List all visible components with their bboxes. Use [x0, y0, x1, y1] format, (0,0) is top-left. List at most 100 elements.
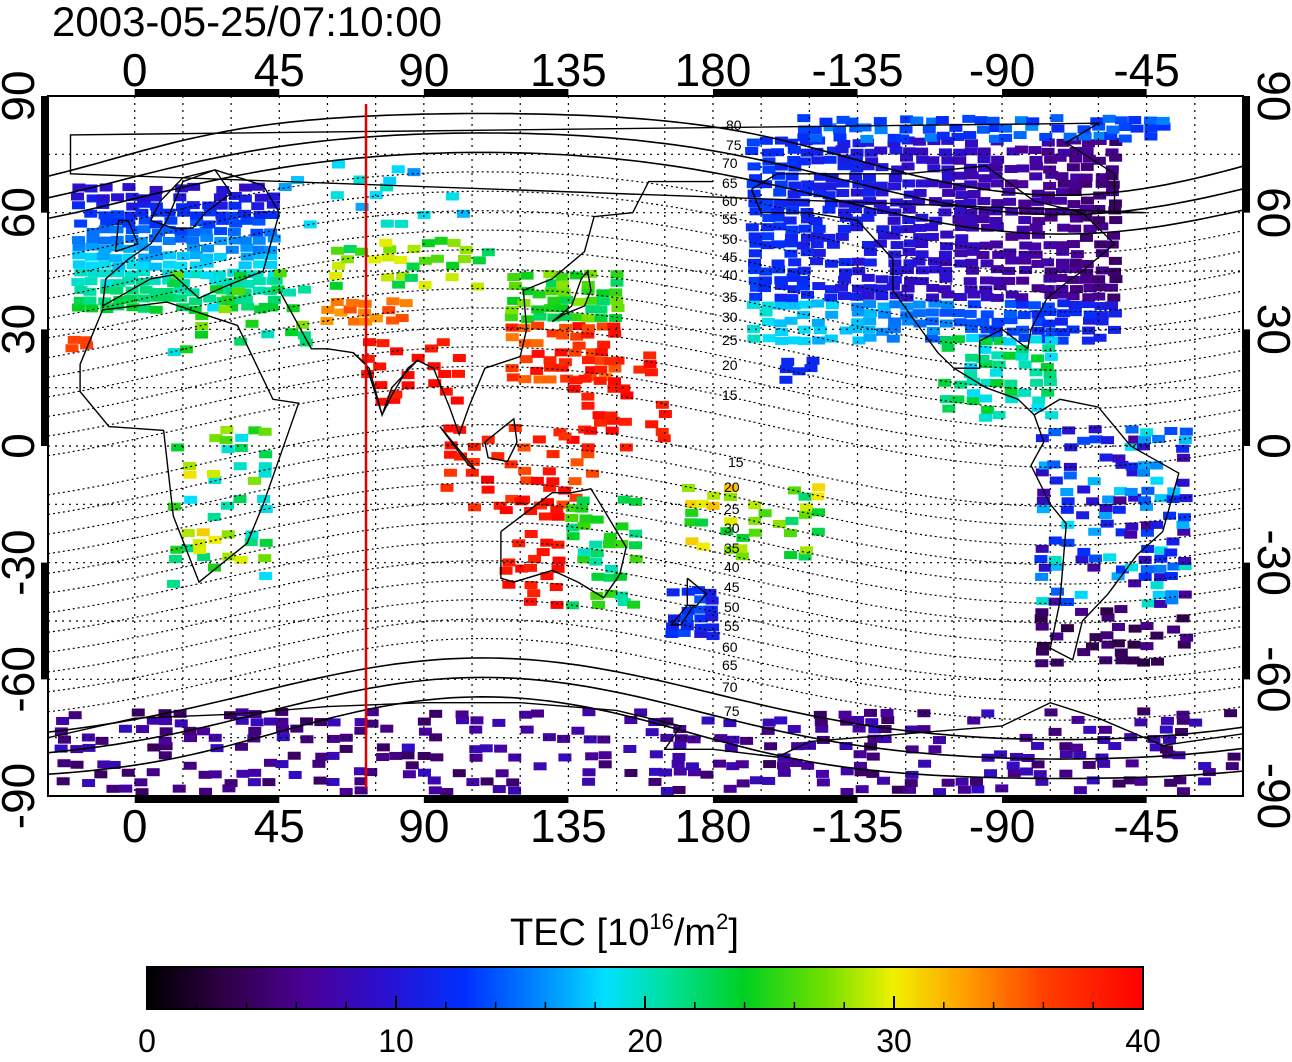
- tec-cell: [903, 259, 917, 268]
- tec-cell: [1081, 300, 1095, 309]
- tec-cell: [1002, 276, 1016, 285]
- tec-cell: [1160, 745, 1174, 754]
- tec-cell: [1176, 453, 1190, 462]
- tec-cell: [966, 334, 980, 343]
- tec-cell: [572, 341, 586, 350]
- tec-cell: [81, 733, 95, 742]
- tec-cell: [275, 725, 289, 734]
- tec-cell: [1030, 378, 1044, 387]
- tec-cell: [1103, 553, 1117, 562]
- tec-cell: [508, 786, 522, 795]
- tec-cell: [1079, 275, 1093, 284]
- tec-cell: [1088, 527, 1102, 536]
- tec-cell: [203, 294, 217, 303]
- tec-cell: [1015, 345, 1029, 354]
- tec-cell: [125, 192, 139, 201]
- tec-cell: [1101, 436, 1115, 445]
- tec-cell: [1154, 599, 1168, 608]
- tec-cell: [455, 716, 469, 725]
- tec-cell: [241, 302, 255, 311]
- tec-cell: [276, 733, 290, 742]
- tec-cell: [649, 750, 663, 759]
- tec-cell: [989, 240, 1003, 249]
- tec-cell: [1178, 436, 1192, 445]
- tec-cell: [1043, 165, 1057, 174]
- tec-cell: [567, 384, 581, 393]
- tec-cell: [917, 725, 931, 734]
- tec-cell: [430, 254, 444, 263]
- tec-cell: [207, 303, 221, 312]
- tec-cell: [1101, 640, 1115, 649]
- contour-label: 70: [722, 679, 738, 695]
- tec-cell: [555, 363, 569, 372]
- tec-cell: [915, 266, 929, 275]
- tec-cell: [159, 742, 173, 751]
- tec-cell: [979, 337, 993, 346]
- tec-cell: [994, 750, 1008, 759]
- tec-cell: [253, 251, 267, 260]
- tec-cell: [941, 172, 955, 181]
- tec-cell: [170, 545, 184, 554]
- tec-cell: [822, 233, 836, 242]
- tec-cell: [368, 255, 382, 264]
- tec-cell: [225, 245, 239, 254]
- tec-cell: [1038, 563, 1052, 572]
- tec-cell: [364, 768, 378, 777]
- magnetic-latitude-contours: [48, 112, 1243, 780]
- tec-cell: [840, 767, 854, 776]
- contour-label: 30: [724, 520, 740, 536]
- tec-cell: [1016, 300, 1030, 309]
- tec-cell: [504, 313, 518, 322]
- tec-cell: [241, 279, 255, 288]
- tec-cell: [815, 769, 829, 778]
- tec-cell: [1109, 153, 1123, 162]
- tec-cell: [797, 125, 811, 134]
- tec-cell: [175, 184, 189, 193]
- tec-cell: [1031, 206, 1045, 215]
- tec-cell: [1045, 170, 1059, 179]
- tec-cell: [86, 235, 100, 244]
- tec-cell: [1055, 290, 1069, 299]
- tec-cell: [964, 319, 978, 328]
- tec-cell: [837, 291, 851, 300]
- tec-cell: [1176, 614, 1190, 623]
- tec-cell: [135, 242, 149, 251]
- tec-cell: [850, 188, 864, 197]
- tec-cell: [585, 366, 599, 375]
- tec-cell: [809, 216, 823, 225]
- tec-cell: [1003, 248, 1017, 257]
- tec-cell: [787, 155, 801, 164]
- tec-cell: [677, 628, 691, 637]
- y-tick-label-right: -60: [1248, 646, 1292, 712]
- tec-cell: [1165, 590, 1179, 599]
- tec-cell: [836, 189, 850, 198]
- tec-cell: [183, 734, 197, 743]
- tec-cell: [660, 717, 674, 726]
- tec-cell: [164, 216, 178, 225]
- tec-cell: [177, 208, 191, 217]
- tec-cell: [777, 768, 791, 777]
- tec-cell: [1176, 710, 1190, 719]
- tec-cell: [546, 329, 560, 338]
- tec-cell: [1045, 411, 1059, 420]
- tec-cell: [596, 297, 610, 306]
- tec-cell: [174, 227, 188, 236]
- tec-cell: [680, 622, 694, 631]
- tec-cell: [745, 223, 759, 232]
- tec-cell: [532, 290, 546, 299]
- tec-cell: [951, 335, 965, 344]
- coastline: [79, 301, 300, 584]
- tec-cell: [1154, 573, 1168, 582]
- tec-cell: [248, 426, 262, 435]
- tec-cell: [964, 370, 978, 379]
- tec-cell: [389, 390, 403, 399]
- tec-cell: [1125, 522, 1139, 531]
- tec-cell: [772, 520, 786, 529]
- tec-cell: [701, 716, 715, 725]
- tec-cell: [418, 727, 432, 736]
- tec-cell: [287, 751, 301, 760]
- tec-cell: [864, 148, 878, 157]
- tec-cell: [1099, 453, 1113, 462]
- tec-cell: [811, 527, 825, 536]
- tec-cell: [444, 441, 458, 450]
